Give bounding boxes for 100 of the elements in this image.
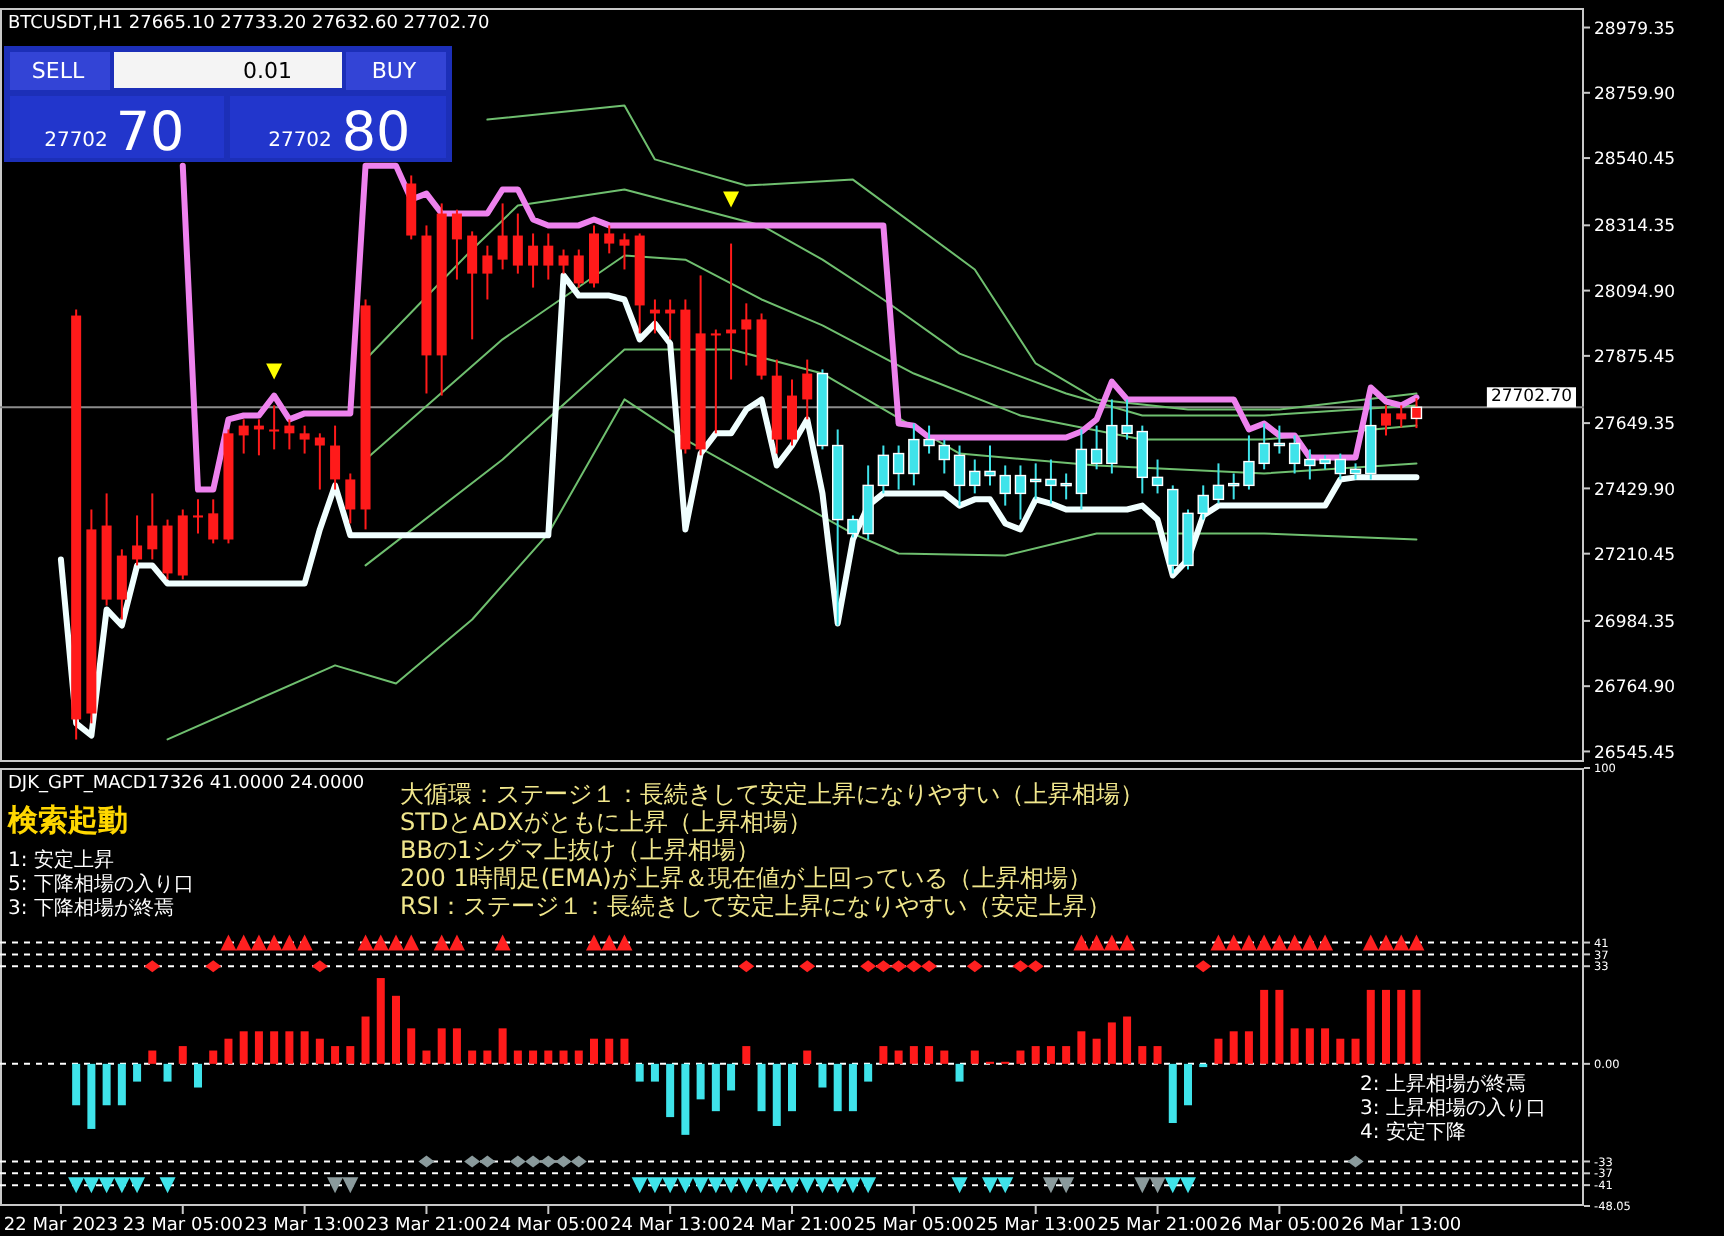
point [890,960,907,973]
point [281,934,298,951]
point [997,1177,1014,1194]
candlestick [1410,397,1423,430]
bar [498,1028,507,1064]
point [1164,1177,1181,1194]
bar [1092,1038,1101,1064]
candlestick [604,224,615,255]
point [464,1155,481,1168]
bar [1244,1031,1253,1064]
candlestick [1136,424,1149,495]
candlestick [1212,462,1225,505]
candlestick [1396,404,1407,429]
candlestick [619,232,630,271]
point [479,1155,496,1168]
candlestick [543,232,554,281]
point [1286,934,1303,951]
point [723,1177,740,1194]
point [692,1177,709,1194]
bar [437,1028,446,1064]
bar [468,1050,477,1064]
point [875,960,892,973]
point [1027,960,1044,973]
annotation: BBの1シグマ上抜け（上昇相場） [400,836,761,864]
candlestick [269,404,280,451]
bar [483,1050,492,1064]
point [662,1177,679,1194]
annotation: 200 1時間足(EMA)が上昇＆現在値が上回っている（上昇相場） [400,864,1092,892]
y-tick-label: 26984.35 [1594,613,1676,634]
point [1393,934,1410,951]
bar [681,1063,690,1135]
bar [285,1031,294,1064]
point [1210,934,1227,951]
candlestick [802,358,813,421]
candlestick [710,328,721,435]
annotation: 3: 上昇相場の入り口 [1360,1096,1546,1120]
bar [742,1046,751,1064]
annotation: 70 [115,102,185,164]
bar [1153,1046,1162,1064]
annotation: 検索起動 [6,802,128,838]
line-series [166,398,1418,741]
bar [133,1063,142,1082]
bar [376,978,385,1064]
bar [1138,1046,1147,1064]
candlestick [892,444,905,491]
candlestick [1090,424,1103,471]
bar [940,1050,949,1064]
y-tick-label: 28979.35 [1594,19,1676,40]
bar [757,1063,766,1112]
line-series [57,272,1420,739]
y-tick-label: 28759.90 [1594,84,1676,105]
point [1119,934,1136,951]
annotation: 27702 [44,130,108,152]
y-tick-label: 26764.90 [1594,678,1676,699]
point [814,1177,831,1194]
annotation: RSI：ステージ１：長続きして安定上昇になりやすい（安定上昇） [400,892,1111,920]
bar [1016,1050,1025,1064]
point [860,960,877,973]
annotation: SELL [31,58,86,84]
candlestick [877,444,890,495]
point [799,960,816,973]
bar [1229,1031,1238,1064]
point [357,934,374,951]
point [1042,1177,1059,1194]
point [433,934,450,951]
bar [1290,1028,1299,1064]
point [982,1177,998,1194]
point [1378,934,1394,951]
point [266,934,283,951]
y-tick-label: 27649.35 [1594,415,1676,436]
x-tick-label: 22 Mar 2023 [3,1216,118,1236]
line-series [179,162,1420,493]
annotation: 大循環：ステージ１：長続きして安定上昇になりやすい（上昇相場） [400,780,1144,808]
y-tick-label: 27875.45 [1594,347,1676,368]
candlestick [208,498,219,545]
point [555,1155,572,1168]
ref-line-label: 27702.70 [1490,387,1572,408]
candlestick [741,302,752,367]
point [311,960,328,973]
bar [955,1063,964,1082]
point [860,1177,877,1194]
candlestick [482,244,493,301]
point [448,934,465,951]
bar [970,1050,979,1064]
bar [879,1046,888,1064]
candlestick [162,518,173,581]
x-tick-label: 25 Mar 05:00 [853,1216,975,1236]
point [677,1177,694,1194]
bar [909,1046,918,1064]
bar [894,1050,903,1064]
point [113,1177,130,1194]
point [540,1155,557,1168]
bar [224,1038,233,1064]
point [707,1177,724,1194]
candlestick [497,202,508,271]
candlestick [953,444,966,507]
bar [818,1063,827,1088]
bar [559,1050,568,1064]
bar [1184,1063,1192,1106]
candlestick [573,248,584,289]
